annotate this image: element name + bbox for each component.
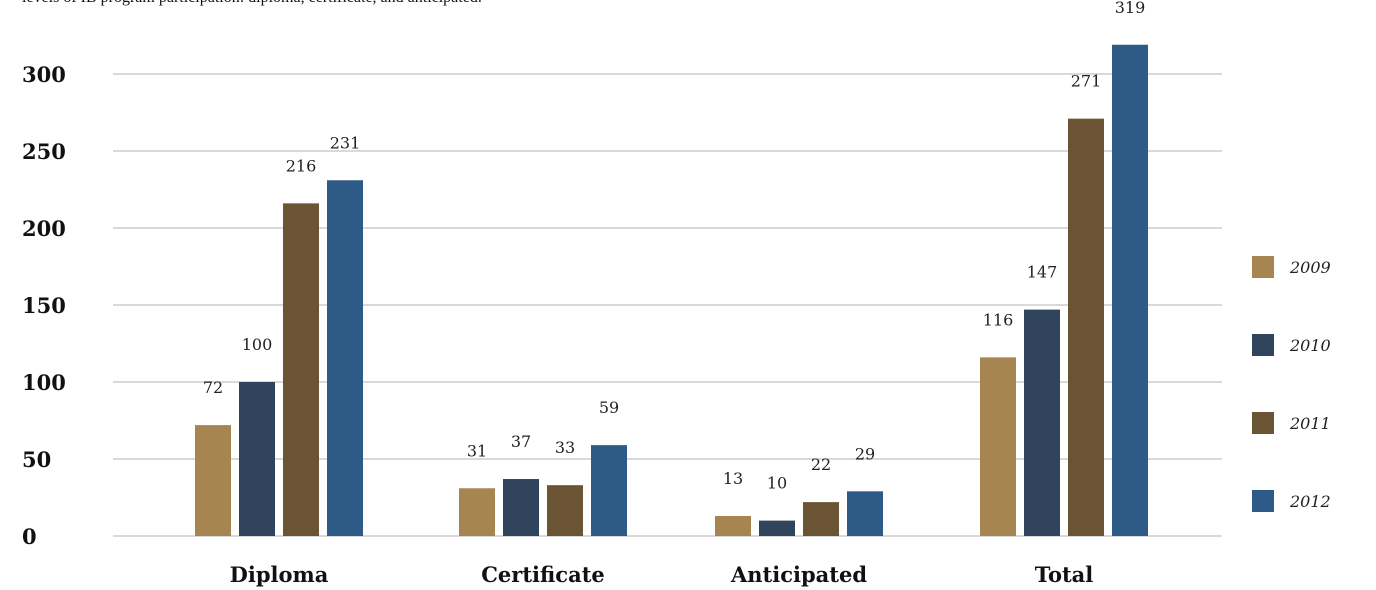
- legend-swatch-2010: [1252, 334, 1274, 356]
- data-label: 13: [723, 469, 743, 488]
- bars: [195, 44, 1148, 537]
- x-tick-label: Total: [1035, 562, 1094, 587]
- x-tick-label: Anticipated: [730, 562, 867, 587]
- data-label: 37: [511, 432, 531, 451]
- legend-label: 2009: [1289, 258, 1331, 277]
- data-label: 22: [811, 455, 831, 474]
- bar-anticipated-2011: [803, 502, 839, 536]
- bar-total-2010: [1024, 309, 1060, 536]
- bar-total-2012: [1112, 44, 1148, 537]
- y-tick-label: 300: [22, 62, 66, 87]
- bar-anticipated-2010: [759, 520, 795, 536]
- data-labels: 72 100 216 231 31 37 33 59 13 10 22 29 116 147 271 319: [203, 0, 1145, 493]
- bar-anticipated-2012: [847, 491, 883, 536]
- legend: 2009 2010 2011 2012: [1252, 256, 1331, 512]
- legend-label: 2011: [1289, 414, 1331, 433]
- y-tick-label: 100: [22, 370, 66, 395]
- data-label: 59: [599, 398, 619, 417]
- y-tick-label: 200: [22, 216, 66, 241]
- data-label: 319: [1115, 0, 1146, 17]
- legend-swatch-2011: [1252, 412, 1274, 434]
- bar-diploma-2012: [327, 180, 363, 536]
- bar-certificate-2012: [591, 445, 627, 536]
- bar-diploma-2011: [283, 203, 319, 537]
- axes: 0 50 100 150 200 250 300 Diploma Certificate Anti…: [22, 62, 1093, 587]
- data-label: 72: [203, 378, 223, 397]
- x-tick-label: Diploma: [230, 562, 329, 587]
- data-label: 231: [330, 133, 361, 152]
- data-label: 100: [242, 335, 273, 354]
- legend-swatch-2009: [1252, 256, 1274, 278]
- data-label: 33: [555, 438, 575, 457]
- data-label: 29: [855, 444, 875, 463]
- legend-label: 2010: [1289, 336, 1331, 355]
- bar-diploma-2010: [239, 382, 275, 536]
- intro-text: levels of IB program participation: dipl…: [22, 0, 482, 8]
- legend-swatch-2012: [1252, 490, 1274, 512]
- data-label: 31: [467, 441, 487, 460]
- bar-anticipated-2009: [715, 515, 751, 536]
- y-tick-label: 50: [22, 447, 51, 472]
- bar-diploma-2009: [195, 425, 231, 536]
- bar-total-2011: [1068, 118, 1104, 536]
- data-label: 271: [1071, 72, 1102, 91]
- y-tick-label: 250: [22, 139, 66, 164]
- y-tick-label: 150: [22, 293, 66, 318]
- data-label: 216: [286, 156, 317, 175]
- bar-total-2009: [980, 357, 1016, 536]
- legend-label: 2012: [1289, 492, 1331, 511]
- bar-certificate-2011: [547, 485, 583, 536]
- x-tick-label: Certificate: [481, 562, 605, 587]
- data-label: 10: [767, 474, 787, 493]
- bar-certificate-2010: [503, 479, 539, 536]
- y-tick-label: 0: [22, 524, 37, 549]
- bar-certificate-2009: [459, 488, 495, 536]
- data-label: 147: [1027, 263, 1058, 282]
- data-label: 116: [983, 310, 1014, 329]
